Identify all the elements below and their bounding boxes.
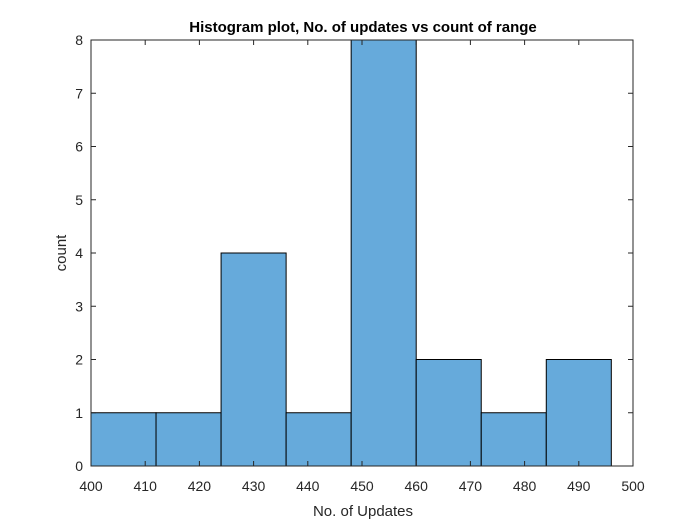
histogram-bar bbox=[415, 359, 482, 467]
histogram-bar bbox=[480, 412, 547, 467]
y-tick-label: 5 bbox=[75, 192, 83, 208]
histogram-bar bbox=[285, 412, 352, 467]
ticks-group: 400 410 420 430 440 450 460 470 480 490 500 0 1 2 3 4 5 6… bbox=[75, 32, 645, 494]
x-tick-label: 490 bbox=[567, 478, 591, 494]
bars-group bbox=[90, 39, 612, 467]
x-tick-label: 470 bbox=[459, 478, 483, 494]
x-tick-label: 420 bbox=[188, 478, 212, 494]
y-tick-label: 1 bbox=[75, 405, 83, 421]
axes-box bbox=[90, 39, 634, 467]
histogram-bar bbox=[545, 359, 612, 467]
y-tick-label: 8 bbox=[75, 32, 83, 48]
y-tick-label: 7 bbox=[75, 85, 83, 101]
x-tick-label: 430 bbox=[242, 478, 266, 494]
y-tick-label: 6 bbox=[75, 139, 83, 155]
y-tick-label: 3 bbox=[75, 298, 83, 314]
histogram-bar bbox=[90, 412, 157, 467]
x-tick-label: 400 bbox=[79, 478, 103, 494]
x-tick-label: 480 bbox=[513, 478, 537, 494]
x-tick-label: 450 bbox=[350, 478, 374, 494]
x-tick-label: 460 bbox=[405, 478, 429, 494]
x-tick-label: 410 bbox=[134, 478, 158, 494]
x-tick-label: 440 bbox=[296, 478, 320, 494]
y-axis-label: count bbox=[53, 234, 70, 272]
y-tick-label: 0 bbox=[75, 458, 83, 474]
chart-title: Histogram plot, No. of updates vs count … bbox=[189, 19, 537, 36]
histogram-bar bbox=[220, 252, 287, 467]
y-tick-label: 4 bbox=[75, 245, 83, 261]
x-axis-label: No. of Updates bbox=[313, 503, 413, 520]
histogram-bar bbox=[350, 39, 417, 467]
histogram-bar bbox=[155, 412, 222, 467]
x-tick-label: 500 bbox=[621, 478, 645, 494]
y-tick-label: 2 bbox=[75, 352, 83, 368]
